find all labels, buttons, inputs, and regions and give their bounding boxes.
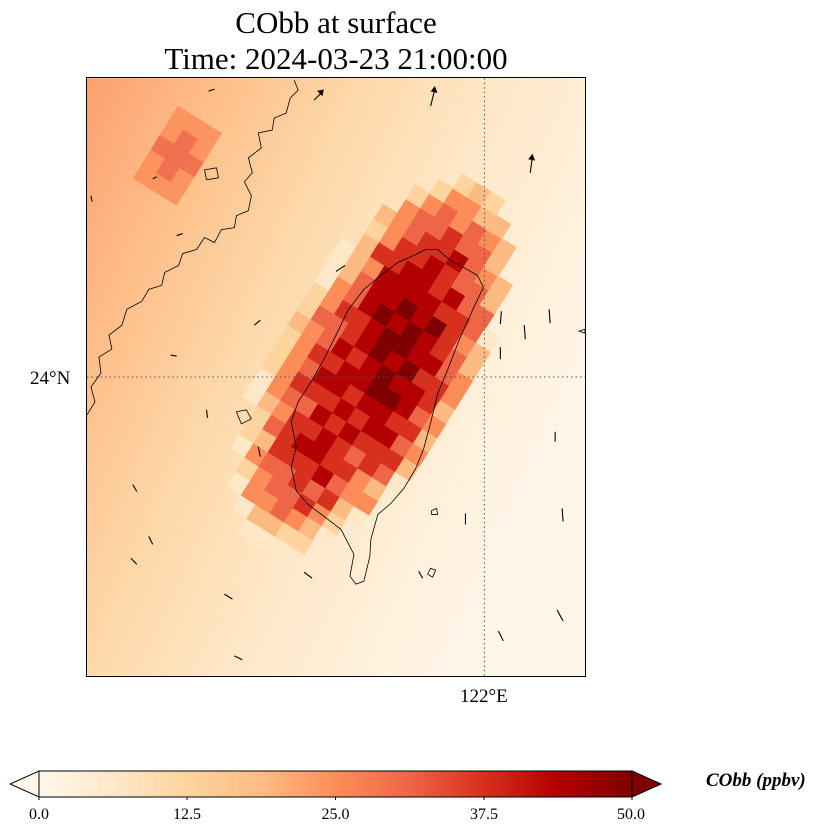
concentration-cell — [486, 214, 512, 240]
concentration-cell — [197, 123, 222, 149]
colorbar-extend-max — [631, 770, 663, 798]
colorbar-tick-label: 25.0 — [321, 806, 350, 823]
coastlines — [87, 80, 585, 585]
wind-vectors — [90, 86, 564, 661]
coastline-mainland — [87, 80, 299, 416]
coastline-islands — [204, 167, 585, 578]
longitude-tick-label: 122°E — [460, 686, 508, 707]
colorbar-tick-label: 50.0 — [617, 806, 645, 823]
map-time-subtitle: Time: 2024-03-23 21:00:00 — [164, 41, 508, 76]
colorbar-tick-label: 37.5 — [470, 806, 498, 823]
map-title: CObb at surface — [235, 5, 437, 40]
colorbar-tick-label: 12.5 — [173, 806, 201, 823]
colorbar-extend-min — [10, 770, 40, 798]
concentration-cell — [488, 275, 514, 301]
concentration-cells — [132, 105, 517, 561]
concentration-cell — [481, 191, 506, 216]
concentration-cell — [491, 237, 517, 263]
colorbar-tick-label: 0.0 — [29, 806, 49, 823]
colorbar-label: CObb (ppbv) — [706, 770, 806, 791]
latitude-tick-label: 24°N — [30, 368, 71, 389]
coastline-taiwan — [290, 249, 484, 585]
map-panel[interactable] — [86, 77, 586, 677]
concentration-cell — [475, 327, 501, 353]
colorbar — [10, 770, 663, 800]
colorbar-gradient — [38, 770, 633, 798]
